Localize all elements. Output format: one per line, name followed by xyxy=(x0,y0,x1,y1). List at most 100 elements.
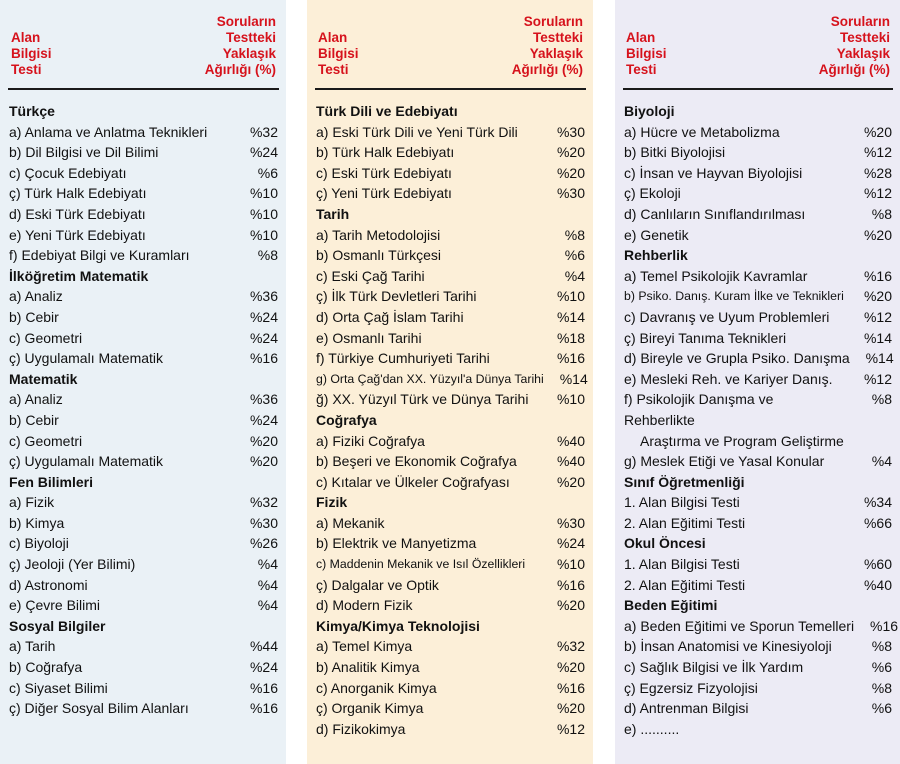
weight-percent: %24 xyxy=(556,535,585,552)
subject-row: c) Kıtalar ve Ülkeler Coğrafyası %20 xyxy=(316,472,585,493)
subject-label: d) Bireyle ve Grupla Psiko. Danışma xyxy=(624,350,850,367)
subject-row: b) Analitik Kimya %20 xyxy=(316,657,585,678)
subject-row: a) Analiz %36 xyxy=(9,389,278,410)
weight-percent: %20 xyxy=(556,597,585,614)
header-left-line: Testi xyxy=(318,62,349,77)
subject-row: 1. Alan Bilgisi Testi %34 xyxy=(624,492,892,513)
header-weight: Soruların Testteki Yaklaşık Ağırlığı (%) xyxy=(512,14,583,78)
subject-label: g) Meslek Etiği ve Yasal Konular xyxy=(624,453,825,470)
weight-percent: %10 xyxy=(249,226,278,243)
header-divider xyxy=(315,88,586,90)
weight-percent: %20 xyxy=(556,473,585,490)
weight-percent: %14 xyxy=(863,329,892,346)
weight-percent: %10 xyxy=(249,205,278,222)
weight-percent: %4 xyxy=(257,576,278,593)
subject-label: a) Tarih Metodolojisi xyxy=(316,226,441,243)
section-title: Biyoloji xyxy=(624,103,675,119)
subject-row: ğ) XX. Yüzyıl Türk ve Dünya Tarihi %10 xyxy=(316,389,585,410)
weight-percent: %20 xyxy=(556,144,585,161)
subject-label: b) Beşeri ve Ekonomik Coğrafya xyxy=(316,453,517,470)
subject-label: b) Analitik Kimya xyxy=(316,659,420,676)
section-title: Tarih xyxy=(316,205,350,222)
weight-percent: %4 xyxy=(871,453,892,470)
subject-row: b) Elektrik ve Manyetizma %24 xyxy=(316,533,585,554)
weight-percent: %18 xyxy=(556,329,585,346)
subject-label: ç) Diğer Sosyal Bilim Alanları xyxy=(9,700,189,717)
header-right-line: Yaklaşık xyxy=(836,46,890,61)
subject-label: a) Fiziki Coğrafya xyxy=(316,432,425,449)
header-right-line: Ağırlığı (%) xyxy=(204,62,276,77)
weight-percent: %8 xyxy=(871,205,892,222)
header-left-line: Alan xyxy=(626,30,656,45)
weight-percent: %30 xyxy=(556,185,585,202)
subject-row: ç) Egzersiz Fizyolojisi %8 xyxy=(624,678,892,699)
weight-percent: %6 xyxy=(564,247,585,264)
subject-row: ç) Organik Kimya %20 xyxy=(316,698,585,719)
subject-label: a) Hücre ve Metabolizma xyxy=(624,123,780,140)
subject-row: e) Genetik %20 xyxy=(624,225,892,246)
section-title: Rehberlik xyxy=(624,247,688,264)
subject-label: b) Kimya xyxy=(9,514,65,531)
subject-label: b) Bitki Biyolojisi xyxy=(624,144,726,161)
header-right-line: Soruların xyxy=(830,14,890,29)
weight-percent: %40 xyxy=(556,453,585,470)
header-left-line: Alan xyxy=(11,30,41,45)
subject-label: c) Davranış ve Uyum Problemleri xyxy=(624,308,830,325)
subject-label: ç) Uygulamalı Matematik xyxy=(9,350,164,367)
subject-row: c) Biyoloji %26 xyxy=(9,533,278,554)
subject-row: a) Mekanik %30 xyxy=(316,513,585,534)
subject-row: a) Fiziki Coğrafya %40 xyxy=(316,431,585,452)
weight-percent: %24 xyxy=(249,144,278,161)
weight-percent: %36 xyxy=(249,391,278,408)
subject-label: ç) Yeni Türk Edebiyatı xyxy=(316,185,452,202)
section-title: Okul Öncesi xyxy=(624,535,706,552)
subject-row: ç) Diğer Sosyal Bilim Alanları %16 xyxy=(9,698,278,719)
subject-row: d) Bireyle ve Grupla Psiko. Danışma %14 xyxy=(624,348,894,369)
subject-row: e) Osmanlı Tarihi %18 xyxy=(316,328,585,349)
subject-row: b) Osmanlı Türkçesi %6 xyxy=(316,245,585,266)
weight-percent: %20 xyxy=(556,164,585,181)
subject-label: a) Temel Kimya xyxy=(316,638,413,655)
subject-row: d) Orta Çağ İslam Tarihi %14 xyxy=(316,307,585,328)
weight-percent: %12 xyxy=(863,185,892,202)
subject-row: b) Kimya %30 xyxy=(9,513,278,534)
weight-percent: %14 xyxy=(556,308,585,325)
weight-percent: %16 xyxy=(249,679,278,696)
subject-label: b) Cebir xyxy=(9,411,59,428)
weight-percent: %4 xyxy=(564,267,585,284)
weight-percent: %8 xyxy=(871,391,892,408)
subject-label: d) Eski Türk Edebiyatı xyxy=(9,205,146,222)
subject-label: a) Mekanik xyxy=(316,514,385,531)
weight-percent: %20 xyxy=(863,226,892,243)
weight-percent: %40 xyxy=(556,432,585,449)
weight-percent: %8 xyxy=(564,226,585,243)
subject-row: a) Anlama ve Anlatma Teknikleri %32 xyxy=(9,122,278,143)
subject-row: b) Coğrafya %24 xyxy=(9,657,278,678)
section-title: Sosyal Bilgiler xyxy=(9,617,106,634)
subject-row: ç) Bireyi Tanıma Teknikleri %14 xyxy=(624,328,892,349)
header-right-line: Testteki xyxy=(839,30,890,45)
subject-row: b) Bitki Biyolojisi %12 xyxy=(624,142,892,163)
header-left-line: Testi xyxy=(11,62,42,77)
subject-label: b) İnsan Anatomisi ve Kinesiyoloji xyxy=(624,638,832,655)
subject-label: 1. Alan Bilgisi Testi xyxy=(624,556,740,573)
subject-label: e) .......... xyxy=(624,720,680,737)
subject-row: a) Temel Psikolojik Kavramlar %16 xyxy=(624,266,892,287)
subject-label: ç) Uygulamalı Matematik xyxy=(9,453,164,470)
subject-row: d) Antrenman Bilgisi %6 xyxy=(624,698,892,719)
subject-label: ç) Jeoloji (Yer Bilimi) xyxy=(9,556,136,573)
subject-label: f) Psikolojik Danışma ve Rehberlikte Araş… xyxy=(624,389,848,451)
weight-percent: %8 xyxy=(871,638,892,655)
section-title: Matematik xyxy=(9,370,78,387)
subject-label: c) Geometri xyxy=(9,432,83,449)
weight-percent: %32 xyxy=(249,494,278,511)
weight-percent: %24 xyxy=(249,308,278,325)
subject-label: ç) Bireyi Tanıma Teknikleri xyxy=(624,329,787,346)
subject-row: c) Eski Çağ Tarihi %4 xyxy=(316,266,585,287)
weight-percent: %12 xyxy=(863,370,892,387)
subject-row: ç) Uygulamalı Matematik %20 xyxy=(9,451,278,472)
subject-row: ç) Uygulamalı Matematik %16 xyxy=(9,348,278,369)
subject-row: d) Astronomi %4 xyxy=(9,575,278,596)
subject-label: c) Geometri xyxy=(9,329,83,346)
subject-label: c) Sağlık Bilgisi ve İlk Yardım xyxy=(624,659,804,676)
